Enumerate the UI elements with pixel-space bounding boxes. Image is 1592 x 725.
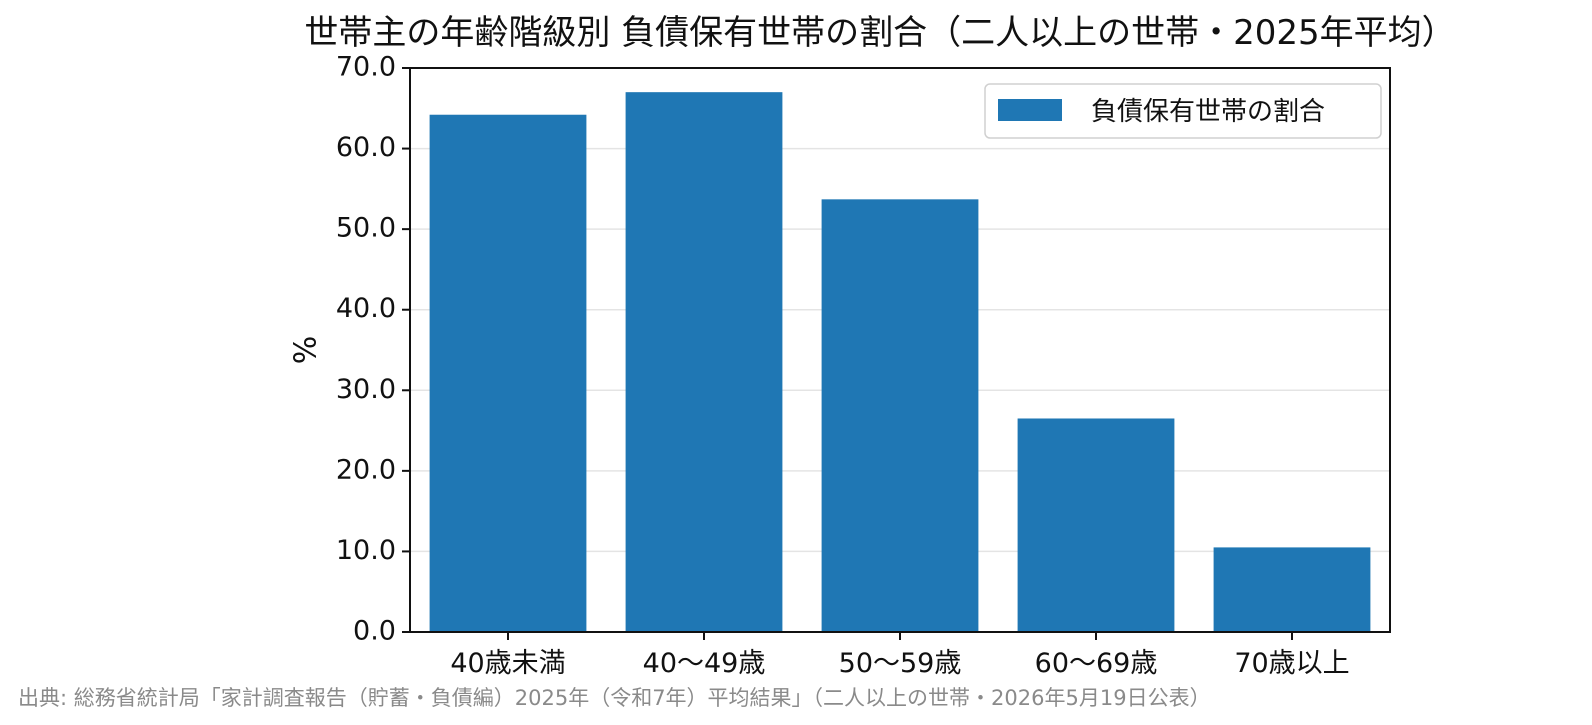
y-tick-label: 40.0 xyxy=(336,293,396,324)
x-axis: 40歳未満 40～49歳 50～59歳 60～69歳 70歳以上 xyxy=(450,632,1350,679)
legend: 負債保有世帯の割合 xyxy=(984,83,1382,139)
bars xyxy=(429,92,1371,632)
y-tick-label: 60.0 xyxy=(336,132,396,163)
x-tick-label: 70歳以上 xyxy=(1234,648,1349,679)
y-tick-label: 0.0 xyxy=(353,616,396,647)
x-tick-label: 40歳未満 xyxy=(450,648,565,679)
bar xyxy=(1213,547,1371,632)
x-tick-label: 60～69歳 xyxy=(1035,648,1158,679)
legend-label: 負債保有世帯の割合 xyxy=(1091,97,1325,127)
y-axis: 0.0 10.0 20.0 30.0 40.0 50.0 60.0 70.0 xyxy=(336,52,410,647)
y-tick-label: 70.0 xyxy=(336,52,396,83)
y-tick-label: 20.0 xyxy=(336,454,396,485)
legend-box xyxy=(984,83,1382,139)
bar xyxy=(429,114,587,632)
source-note: 出典: 総務省統計局「家計調査報告（貯蓄・負債編）2025年（令和7年）平均結果… xyxy=(18,686,1211,710)
bar xyxy=(821,199,979,632)
y-tick-label: 50.0 xyxy=(336,213,396,244)
x-tick-label: 50～59歳 xyxy=(839,648,962,679)
legend-swatch xyxy=(998,99,1062,121)
y-tick-label: 30.0 xyxy=(336,374,396,405)
bar xyxy=(625,92,783,632)
bar xyxy=(1017,418,1175,632)
y-axis-label: % xyxy=(289,336,324,365)
chart-title: 世帯主の年齢階級別 負債保有世帯の割合（二人以上の世帯・2025年平均） xyxy=(304,13,1455,53)
x-tick-label: 40～49歳 xyxy=(643,648,766,679)
y-tick-label: 10.0 xyxy=(336,535,396,566)
